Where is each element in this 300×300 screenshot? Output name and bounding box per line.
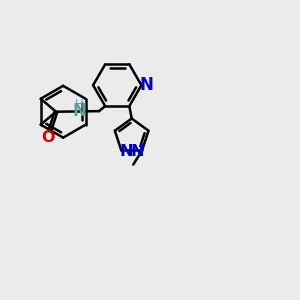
Text: N: N <box>139 76 153 94</box>
Text: H: H <box>75 98 83 111</box>
Text: N: N <box>119 143 133 158</box>
Text: O: O <box>42 130 55 145</box>
Text: N: N <box>130 143 144 158</box>
Text: N: N <box>72 102 86 120</box>
